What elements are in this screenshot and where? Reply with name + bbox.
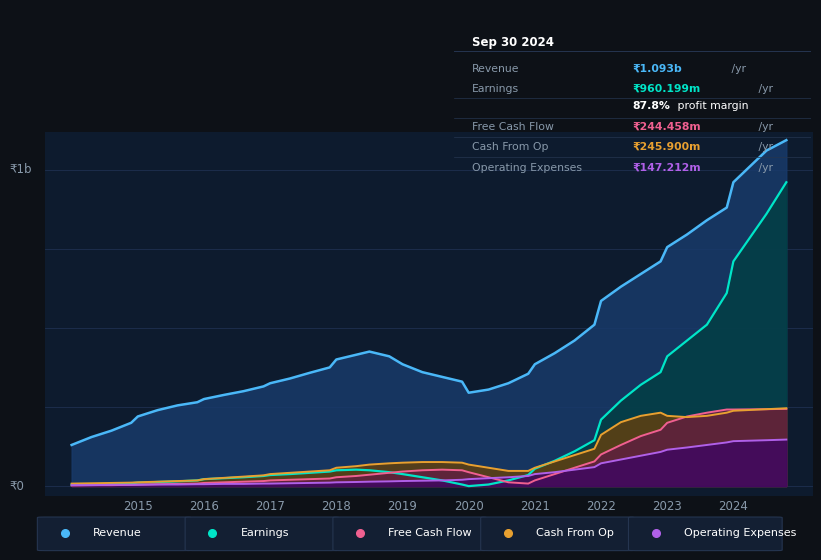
FancyBboxPatch shape	[629, 517, 782, 550]
Text: Revenue: Revenue	[472, 63, 520, 73]
Text: Operating Expenses: Operating Expenses	[684, 529, 796, 538]
FancyBboxPatch shape	[186, 517, 339, 550]
Text: /yr: /yr	[727, 63, 745, 73]
Text: ₹244.458m: ₹244.458m	[633, 122, 701, 132]
Text: Cash From Op: Cash From Op	[536, 529, 614, 538]
Text: Operating Expenses: Operating Expenses	[472, 162, 582, 172]
Text: Sep 30 2024: Sep 30 2024	[472, 36, 554, 49]
Text: ₹245.900m: ₹245.900m	[633, 142, 701, 152]
Text: Earnings: Earnings	[241, 529, 289, 538]
FancyBboxPatch shape	[333, 517, 487, 550]
Text: ₹147.212m: ₹147.212m	[633, 162, 701, 172]
Text: ₹1b: ₹1b	[10, 163, 32, 176]
Text: Revenue: Revenue	[93, 529, 141, 538]
Text: Cash From Op: Cash From Op	[472, 142, 548, 152]
Text: ₹960.199m: ₹960.199m	[633, 84, 701, 94]
Text: Earnings: Earnings	[472, 84, 519, 94]
FancyBboxPatch shape	[481, 517, 635, 550]
Text: /yr: /yr	[754, 142, 773, 152]
Text: ₹0: ₹0	[10, 479, 25, 493]
FancyBboxPatch shape	[38, 517, 191, 550]
Text: ₹1.093b: ₹1.093b	[633, 63, 682, 73]
Text: profit margin: profit margin	[674, 101, 748, 111]
Text: /yr: /yr	[754, 122, 773, 132]
Text: /yr: /yr	[754, 162, 773, 172]
Text: /yr: /yr	[754, 84, 773, 94]
Text: Free Cash Flow: Free Cash Flow	[388, 529, 472, 538]
Text: Free Cash Flow: Free Cash Flow	[472, 122, 553, 132]
Text: 87.8%: 87.8%	[633, 101, 671, 111]
